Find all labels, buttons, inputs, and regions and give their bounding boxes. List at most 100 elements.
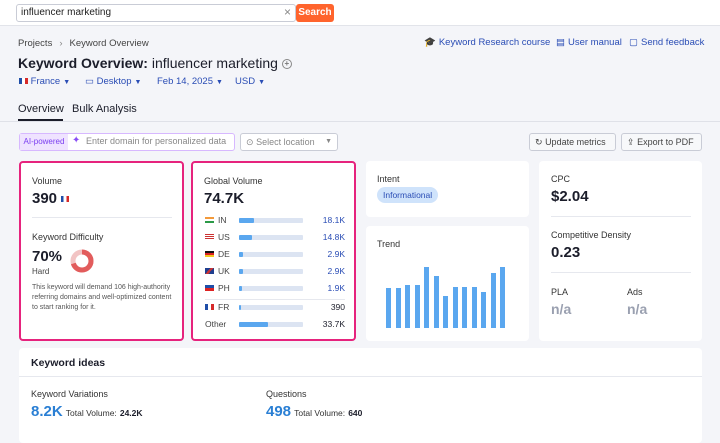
search-button[interactable]: Search xyxy=(296,4,334,22)
course-link-label[interactable]: Keyword Research course xyxy=(438,37,551,48)
keyword-ideas-heading: Keyword ideas xyxy=(31,357,106,369)
update-metrics-label[interactable]: Update metrics xyxy=(545,137,606,147)
chevron-down-icon: ▼ xyxy=(325,138,332,145)
uk-flag-icon xyxy=(205,268,214,274)
country-code: DE xyxy=(218,249,230,259)
intent-card: Intent Informational xyxy=(366,161,529,217)
country-row-uk: UK 2.9K xyxy=(205,266,345,277)
chevron-down-icon: ▼ xyxy=(134,79,142,86)
location-pin-icon: ⊙ xyxy=(246,137,254,147)
tab-bulk-analysis[interactable]: Bulk Analysis xyxy=(72,103,137,115)
country-code: PH xyxy=(218,283,230,293)
country-code: UK xyxy=(218,266,230,276)
ai-domain-placeholder[interactable]: Enter domain for personalized data xyxy=(86,136,227,146)
ai-powered-badge: AI-powered xyxy=(20,134,68,150)
questions-value[interactable]: 498 xyxy=(266,403,292,420)
variations-label: Keyword Variations xyxy=(31,389,108,399)
title-keyword: influencer marketing xyxy=(151,55,278,71)
country-row-other: Other 33.7K xyxy=(205,319,345,330)
country-code: Other xyxy=(205,319,227,329)
trend-bar xyxy=(386,288,391,328)
country-volume: 33.7K xyxy=(322,319,345,329)
currency-label[interactable]: USD xyxy=(235,76,256,87)
country-select[interactable]: France ▼ xyxy=(19,76,70,87)
cpc-value: $2.04 xyxy=(551,188,589,205)
country-volume[interactable]: 2.9K xyxy=(327,249,346,259)
feedback-link-label[interactable]: Send feedback xyxy=(640,37,705,48)
country-row-us: US 14.8K xyxy=(205,232,345,243)
cpc-label: CPC xyxy=(551,174,571,184)
export-pdf-label[interactable]: Export to PDF xyxy=(637,137,694,147)
country-volume[interactable]: 1.9K xyxy=(327,283,346,293)
global-volume-card: Global Volume 74.7K IN 18.1K US 14.8K DE 2.9K… xyxy=(191,161,356,341)
clear-icon[interactable]: × xyxy=(283,5,291,19)
density-label: Competitive Density xyxy=(551,230,632,240)
course-link[interactable]: 🎓 Keyword Research course xyxy=(424,37,550,48)
device-label[interactable]: Desktop xyxy=(96,76,132,87)
divider xyxy=(551,216,691,217)
search-input[interactable]: influencer marketing × xyxy=(16,4,296,22)
keyword-ideas-card: Keyword ideas Keyword Variations 8.2K To… xyxy=(19,348,702,443)
share-bar-fill xyxy=(239,252,243,257)
page-title: Keyword Overview: influencer marketing + xyxy=(18,55,292,71)
intent-label: Intent xyxy=(377,174,400,184)
divider xyxy=(19,376,702,377)
manual-link-label[interactable]: User manual xyxy=(567,37,622,48)
volume-value: 390 xyxy=(32,190,70,207)
share-bar-track xyxy=(239,305,303,310)
country-volume[interactable]: 18.1K xyxy=(322,215,345,225)
global-volume-label: Global Volume xyxy=(204,176,263,186)
volume-kd-card: Volume 390 Keyword Difficulty 70% Hard T… xyxy=(19,161,184,341)
trend-bar xyxy=(414,285,420,328)
update-metrics-button[interactable]: ↻ Update metrics xyxy=(529,133,616,151)
date-select[interactable]: Feb 14, 2025 ▼ xyxy=(157,76,223,87)
cpc-card: CPC $2.04 Competitive Density 0.23 PLA n… xyxy=(539,161,702,341)
trend-bar xyxy=(490,273,496,328)
refresh-icon: ↻ xyxy=(535,137,543,147)
breadcrumb-projects[interactable]: Projects xyxy=(18,38,53,49)
device-select[interactable]: ▭ Desktop ▼ xyxy=(85,76,141,87)
location-placeholder[interactable]: Select location xyxy=(256,137,315,147)
trend-bar xyxy=(433,276,439,328)
date-label[interactable]: Feb 14, 2025 xyxy=(157,76,213,87)
country-label[interactable]: France xyxy=(30,76,61,87)
trend-bar xyxy=(443,296,448,328)
de-flag-icon xyxy=(205,251,214,257)
volume-number: 390 xyxy=(32,190,58,207)
kd-description: This keyword will demand 106 high-author… xyxy=(32,284,172,311)
pla-label: PLA xyxy=(551,287,569,297)
questions-total-label: Total Volume: xyxy=(294,408,346,418)
country-row-in: IN 18.1K xyxy=(205,215,345,226)
manual-link[interactable]: ▤ User manual xyxy=(556,37,622,48)
trend-bar xyxy=(481,292,486,328)
kd-value: 70% xyxy=(32,248,63,265)
divider xyxy=(205,299,345,300)
location-select[interactable]: ⊙ Select location ▼ xyxy=(240,133,338,151)
intent-badge: Informational xyxy=(377,187,439,203)
tab-overview[interactable]: Overview xyxy=(18,103,64,115)
feedback-link[interactable]: ▢ Send feedback xyxy=(629,37,704,48)
divider xyxy=(551,272,691,273)
trend-chart xyxy=(386,256,516,328)
title-prefix: Keyword Overview: xyxy=(18,55,148,71)
desktop-icon: ▭ xyxy=(85,76,94,87)
country-code: US xyxy=(218,232,230,242)
share-bar-fill xyxy=(239,305,241,310)
ai-domain-input[interactable]: AI-powered ✦ Enter domain for personaliz… xyxy=(19,133,235,151)
chevron-down-icon: ▼ xyxy=(216,79,223,86)
share-bar-track xyxy=(239,235,303,240)
country-volume[interactable]: 2.9K xyxy=(327,266,346,276)
variations-summary: 8.2K Total Volume: 24.2K xyxy=(31,403,143,420)
trend-bar xyxy=(471,287,477,328)
search-query[interactable]: influencer marketing xyxy=(21,7,112,18)
export-pdf-button[interactable]: ⇪ Export to PDF xyxy=(621,133,702,151)
ph-flag-icon xyxy=(205,285,214,291)
currency-select[interactable]: USD ▼ xyxy=(235,76,265,87)
country-volume[interactable]: 14.8K xyxy=(322,232,345,242)
global-volume-value: 74.7K xyxy=(204,190,245,207)
questions-summary: 498 Total Volume: 640 xyxy=(266,403,362,420)
add-to-list-icon[interactable]: + xyxy=(281,59,292,70)
variations-total: 24.2K xyxy=(119,408,143,418)
share-bar-track xyxy=(239,252,303,257)
variations-value[interactable]: 8.2K xyxy=(31,403,63,420)
